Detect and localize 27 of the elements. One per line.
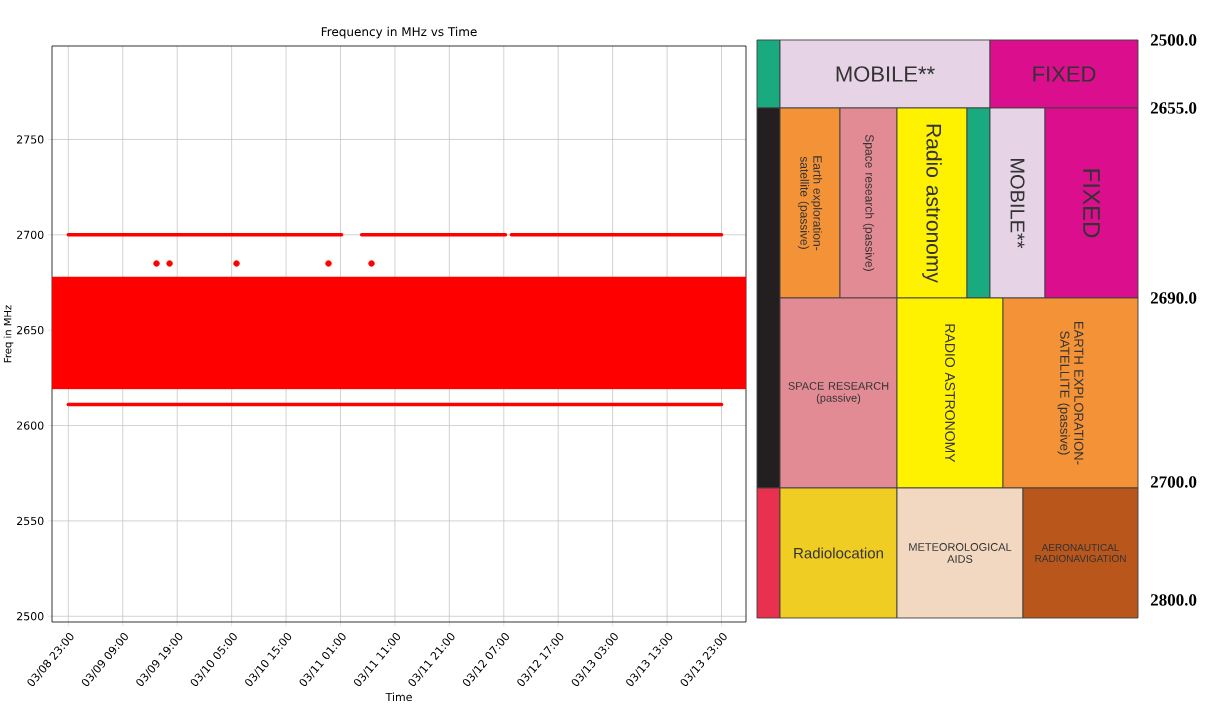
y-axis-title: Freq in MHz <box>3 305 14 363</box>
category-label: SPACE RESEARCH (passive) <box>788 382 889 404</box>
category-label: 2800.0 <box>1150 594 1197 606</box>
category-label: Radiolocation <box>794 547 883 559</box>
y-tick-label: 2750 <box>17 135 44 144</box>
y-tick-label: 2600 <box>17 421 44 430</box>
category-label: AERONAUTICAL RADIONAVIGATION <box>1035 543 1126 563</box>
category-label: FIXED <box>1033 66 1096 82</box>
y-tick-label: 2650 <box>17 326 44 335</box>
category-label: 2655.0 <box>1150 102 1197 114</box>
category-label: MOBILE** <box>836 66 935 82</box>
category-label: 2700.0 <box>1150 476 1197 488</box>
category-label: METEOROLOGICAL AIDS <box>909 543 1012 563</box>
category-label: 2690.0 <box>1150 292 1197 304</box>
y-tick-label: 2500 <box>17 612 44 621</box>
chart-title: Frequency in MHz vs Time <box>321 26 477 39</box>
category-label: EARTH EXPLORATION-SATELLITE (passive) <box>1057 322 1084 465</box>
category-label: Earth exploration-satellite (passive) <box>797 156 823 251</box>
category-label: MOBILE** <box>1010 159 1025 249</box>
category-label: Space research (passive) <box>862 134 875 271</box>
y-tick-label: 2700 <box>17 230 44 239</box>
y-tick-label: 2550 <box>17 516 44 526</box>
category-label: Radio astronomy <box>922 124 942 283</box>
category-label: RADIO ASTRONOMY <box>945 324 955 463</box>
x-axis-title: Time <box>385 692 412 702</box>
category-label: FIXED <box>1083 169 1100 238</box>
category-label: 2500.0 <box>1150 34 1197 46</box>
